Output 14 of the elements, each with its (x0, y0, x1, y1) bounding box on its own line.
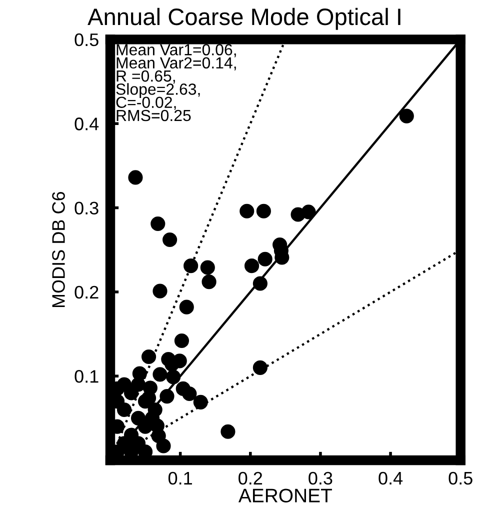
y-tick-label: 0.5 (74, 33, 98, 46)
y-tick-label: 0.4 (74, 118, 99, 130)
x-tick-label: 0.3 (308, 472, 332, 485)
x-tick-label: 0.4 (378, 472, 403, 485)
y-axis-title: MODIS DB C6 (52, 192, 65, 308)
y-tick-label: 0.1 (74, 370, 98, 383)
x-axis-title: AERONET (238, 488, 332, 502)
x-tick-label: 0.2 (238, 472, 262, 485)
annotation: Mean Var1=0.06, Mean Var2=0.14, R =0.65, Slope=2.63, C=-0.02, RMS=0.25 (116, 44, 236, 122)
y-tick-label: 0.3 (74, 202, 98, 214)
y-tick-label: 0.2 (74, 286, 98, 299)
x-tick-label: 0.5 (448, 472, 472, 485)
x-tick-label: 0.1 (168, 472, 192, 485)
chart-title: Annual Coarse Mode Optical I (88, 8, 400, 30)
